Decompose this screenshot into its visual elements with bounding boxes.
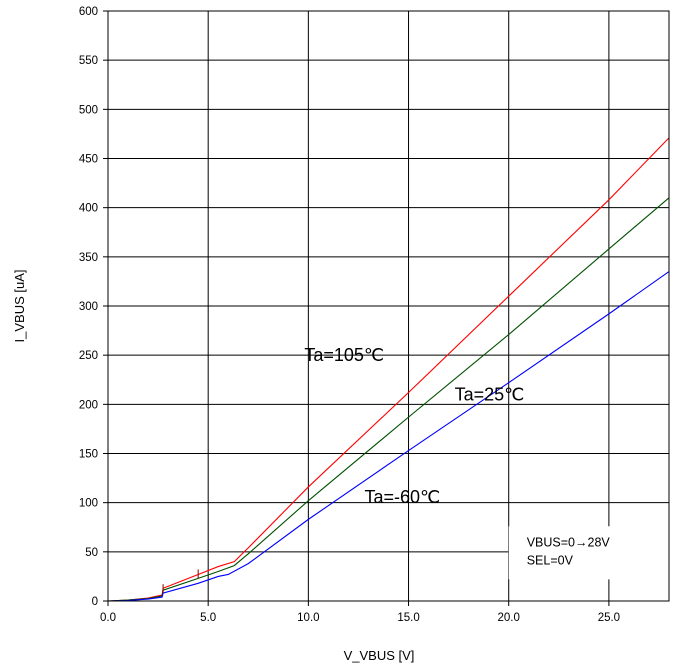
- y-tick-label: 50: [85, 547, 98, 559]
- grid-lines: [108, 11, 669, 601]
- series-group: [107, 137, 670, 602]
- x-tick-label: 10.0: [297, 612, 319, 624]
- condition-box: VBUS=0→28V SEL=0V: [508, 526, 669, 580]
- y-tick-label: 250: [79, 350, 98, 362]
- condition-box-bg: [508, 526, 669, 580]
- y-tick-label: 350: [79, 252, 98, 264]
- annotations: Ta=105℃ Ta=25℃ Ta=-60℃: [304, 345, 524, 507]
- series-line-1: [107, 197, 670, 602]
- x-tick-labels: 0.0 5.0 10.0 15.0 20.0 25.0: [100, 612, 620, 624]
- condition-text: SEL=0V: [527, 553, 574, 567]
- x-tick-label: 5.0: [200, 612, 216, 624]
- y-tick-labels: 0 50 100 150 200 250 300 350 400 450 500 550 600: [79, 6, 98, 608]
- x-tick-label: 15.0: [397, 612, 419, 624]
- y-tick-label: 450: [79, 154, 98, 166]
- x-axis-label: V_VBUS [V]: [344, 648, 415, 663]
- y-tick-label: 400: [79, 203, 98, 215]
- y-tick-label: 300: [79, 301, 98, 313]
- y-tick-label: 550: [79, 55, 98, 67]
- x-tick-label: 25.0: [598, 612, 620, 624]
- y-axis-label: I_VBUS [uA]: [12, 270, 27, 343]
- x-tick-label: 0.0: [100, 612, 116, 624]
- series-line-0: [107, 137, 670, 602]
- y-tick-label: 200: [79, 399, 98, 411]
- condition-text: VBUS=0→28V: [527, 535, 611, 549]
- y-tick-label: 600: [79, 6, 98, 18]
- series-line-2: [107, 271, 670, 602]
- x-tick-label: 20.0: [498, 612, 520, 624]
- y-tick-label: 100: [79, 498, 98, 510]
- temperature-annotation: Ta=-60℃: [364, 487, 440, 507]
- y-tick-label: 150: [79, 449, 98, 461]
- temperature-annotation: Ta=25℃: [455, 385, 525, 405]
- temperature-annotation: Ta=105℃: [304, 345, 384, 365]
- plot-frame: [103, 10, 670, 606]
- y-tick-label: 0: [92, 596, 98, 608]
- y-tick-label: 500: [79, 104, 98, 116]
